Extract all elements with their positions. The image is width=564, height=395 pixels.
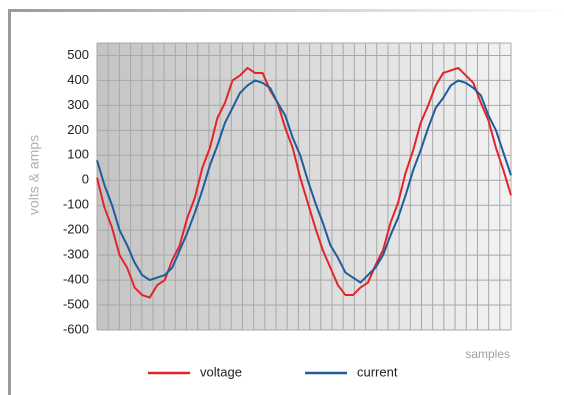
y-tick-label: 400 <box>67 72 89 87</box>
legend-label: voltage <box>200 364 242 379</box>
y-tick-label: -600 <box>63 321 89 336</box>
y-tick-label: 200 <box>67 122 89 137</box>
legend-label: current <box>357 364 398 379</box>
y-tick-label: -200 <box>63 222 89 237</box>
x-axis-label: samples <box>465 347 510 361</box>
y-tick-label: -300 <box>63 247 89 262</box>
y-tick-label: 300 <box>67 97 89 112</box>
y-tick-label: -400 <box>63 272 89 287</box>
y-tick-label: 500 <box>67 47 89 62</box>
frame-left <box>8 9 11 395</box>
y-tick-label: 100 <box>67 147 89 162</box>
y-tick-label: -500 <box>63 296 89 311</box>
plot-background <box>97 43 511 330</box>
y-tick-label: 0 <box>82 172 89 187</box>
column-grid <box>96 43 512 330</box>
y-tick-label: -100 <box>63 197 89 212</box>
frame-top <box>8 9 564 12</box>
series-line <box>96 79 512 284</box>
series-line <box>96 66 512 299</box>
y-axis-label: volts & amps <box>26 135 42 215</box>
